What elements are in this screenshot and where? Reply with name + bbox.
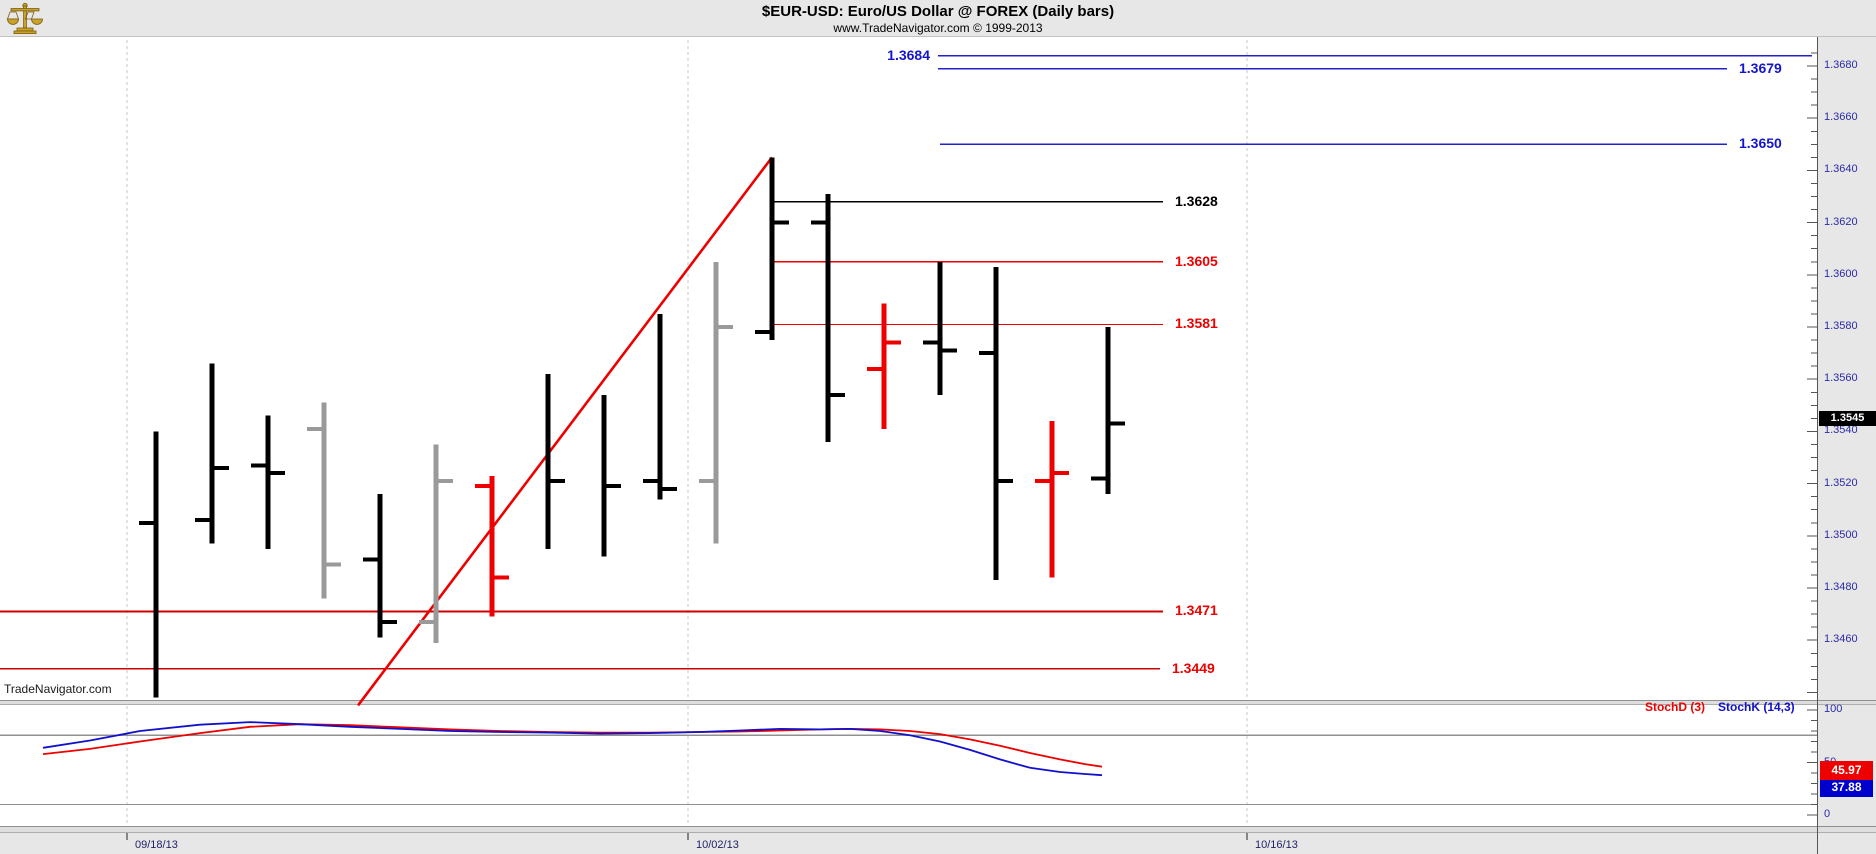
ray-label-1.3605: 1.3605 (1175, 252, 1218, 269)
price-axis-tick-label-6: 1.3560 (1824, 372, 1858, 385)
stoch-axis-tick-label-0: 100 (1824, 703, 1843, 715)
ray-label-1.3449: 1.3449 (1172, 659, 1215, 676)
ray-label-1.3581: 1.3581 (1175, 315, 1218, 332)
date-axis (0, 833, 1876, 854)
stochd-value-badge: 45.97 (1820, 761, 1873, 780)
price-axis-tick-label-8: 1.3520 (1824, 476, 1858, 489)
price-axis-tick-label-7: 1.3540 (1824, 424, 1858, 437)
date-label-1: 10/02/13 (696, 839, 739, 851)
price-axis-tick-label-4: 1.3600 (1824, 267, 1858, 280)
date-label-0: 09/18/13 (135, 839, 178, 851)
gold-scales-icon (6, 2, 44, 40)
watermark-text: TradeNavigator.com (4, 682, 112, 696)
chart-subtitle: www.TradeNavigator.com © 1999-2013 (833, 21, 1043, 35)
main-chart-area[interactable] (0, 37, 1817, 700)
ray-label-1.3684: 1.3684 (887, 46, 930, 63)
stochd-legend-label: StochD (3) (1645, 700, 1705, 714)
title-band: $EUR-USD: Euro/US Dollar @ FOREX (Daily … (0, 0, 1876, 37)
price-axis-tick-label-0: 1.3680 (1824, 59, 1858, 71)
chart-title: $EUR-USD: Euro/US Dollar @ FOREX (Daily … (761, 3, 1115, 20)
price-axis-tick-label-11: 1.3460 (1824, 633, 1858, 646)
panel-divider-top[interactable] (0, 700, 1876, 705)
ray-label-1.3471: 1.3471 (1175, 602, 1218, 619)
price-axis-tick-label-9: 1.3500 (1824, 528, 1858, 541)
current-price-badge: 1.3545 (1819, 411, 1876, 426)
price-axis-tick-label-1: 1.3660 (1824, 111, 1858, 124)
price-axis-tick-label-3: 1.3620 (1824, 215, 1858, 228)
ray-label-1.3650: 1.3650 (1739, 135, 1782, 152)
ray-label-1.3628: 1.3628 (1175, 192, 1218, 209)
price-axis-tick-label-2: 1.3640 (1824, 163, 1858, 176)
price-axis-tick-label-10: 1.3480 (1824, 581, 1858, 593)
date-label-2: 10/16/13 (1255, 839, 1298, 851)
stochk-value-badge: 37.88 (1820, 778, 1873, 797)
ray-label-1.3679: 1.3679 (1739, 59, 1782, 76)
stoch-axis-tick-label-2: 0 (1824, 808, 1831, 820)
stochk-legend-label: StochK (14,3) (1718, 700, 1795, 714)
price-axis-tick-label-5: 1.3580 (1824, 320, 1858, 332)
panel-divider-bottom[interactable] (0, 826, 1876, 833)
